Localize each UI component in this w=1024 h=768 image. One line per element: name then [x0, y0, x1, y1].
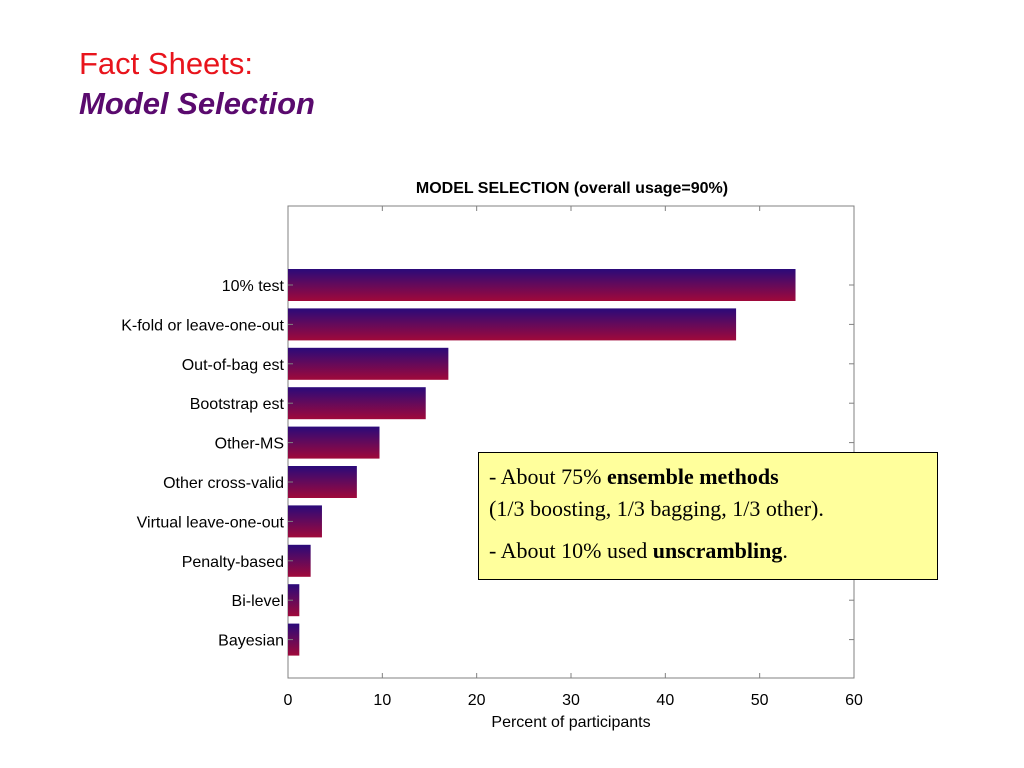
category-label-0: 10% test	[222, 278, 285, 295]
callout-line-1: - About 75% ensemble methods	[489, 461, 927, 493]
category-label-9: Bayesian	[218, 633, 284, 650]
bar-2	[288, 347, 449, 380]
category-label-7: Penalty-based	[182, 554, 284, 571]
x-tick-label-5: 50	[751, 692, 769, 709]
callout-line-1-text: - About 75%	[489, 464, 607, 489]
x-tick-label-0: 0	[284, 692, 293, 709]
category-label-6: Virtual leave-one-out	[137, 514, 285, 531]
bar-7	[288, 544, 311, 577]
category-labels-layer: 10% test K-fold or leave-one-out Out-of-ba…	[121, 278, 284, 650]
category-label-5: Other cross-valid	[163, 475, 284, 492]
callout-box: - About 75% ensemble methods (1/3 boosti…	[478, 452, 938, 580]
category-label-8: Bi-level	[232, 593, 284, 610]
x-axis-label: Percent of participants	[491, 714, 650, 731]
bar-4	[288, 426, 380, 459]
bars-layer	[288, 269, 796, 656]
callout-line-2: (1/3 boosting, 1/3 bagging, 1/3 other).	[489, 496, 824, 521]
slide-title: Fact Sheets:	[79, 46, 254, 81]
bar-9	[288, 623, 300, 656]
x-tick-label-1: 10	[373, 692, 391, 709]
x-tick-label-2: 20	[468, 692, 486, 709]
callout-line-3-text: - About 10% used	[489, 538, 653, 563]
x-tick-label-3: 30	[562, 692, 580, 709]
x-tick-label-6: 60	[845, 692, 863, 709]
slide-subtitle: Model Selection	[79, 86, 315, 121]
category-label-1: K-fold or leave-one-out	[121, 317, 284, 334]
chart-title: MODEL SELECTION (overall usage=90%)	[416, 180, 728, 197]
category-label-3: Bootstrap est	[190, 396, 285, 413]
callout-line-3-suffix: .	[782, 538, 788, 563]
bar-5	[288, 466, 357, 498]
callout-line-3-emphasis: unscrambling	[652, 538, 783, 563]
bar-3	[288, 387, 426, 420]
x-tick-label-4: 40	[656, 692, 674, 709]
callout-line-3: - About 10% used unscrambling.	[489, 535, 927, 567]
bar-0	[288, 269, 796, 301]
callout-line-1-emphasis: ensemble methods	[606, 464, 779, 489]
category-label-4: Other-MS	[215, 436, 284, 453]
bar-1	[288, 308, 737, 341]
ticks-layer: 0 10 20 30 40 50 60	[284, 206, 863, 709]
category-label-2: Out-of-bag est	[182, 357, 285, 374]
bar-8	[288, 584, 300, 617]
bar-6	[288, 505, 322, 538]
